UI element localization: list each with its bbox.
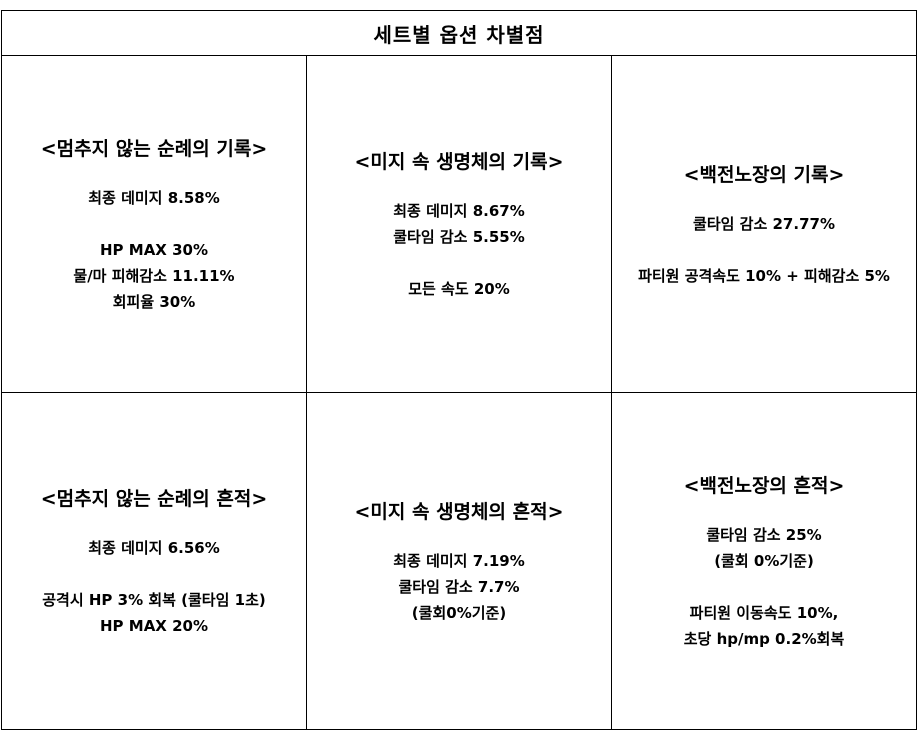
set-name: <멈추지 않는 순례의 흔적>: [40, 487, 268, 510]
option-line: 모든 속도 20%: [408, 279, 510, 298]
option-line: 파티원 이동속도 10%,: [689, 603, 839, 622]
table-title: 세트별 옵션 차별점: [0, 10, 918, 56]
set-cell: <백전노장의 흔적> 쿨타임 감소 25% (쿨회 0%기준) 파티원 이동속도 10…: [610, 392, 918, 730]
option-line: 쿨타임 감소 25%: [706, 525, 822, 544]
option-line: 쿨타임 감소 7.7%: [398, 577, 520, 596]
group-spacer: [2, 211, 306, 237]
set-name: <미지 속 생명체의 기록>: [354, 150, 564, 173]
set-name: <백전노장의 기록>: [683, 163, 845, 186]
group-spacer: [307, 250, 611, 276]
option-line: 쿨타임 감소 5.55%: [393, 227, 525, 246]
option-line: 파티원 공격속도 10% + 피해감소 5%: [638, 266, 890, 285]
set-cell: <미지 속 생명체의 기록> 최종 데미지 8.67% 쿨타임 감소 5.55% 모든…: [306, 55, 612, 393]
set-cell: <백전노장의 기록> 쿨타임 감소 27.77% 파티원 공격속도 10% + 피해…: [610, 55, 918, 393]
option-line: 공격시 HP 3% 회복 (쿨타임 1초): [42, 590, 266, 609]
option-line: 쿨타임 감소 27.77%: [693, 214, 835, 233]
set-name: <멈추지 않는 순례의 기록>: [40, 137, 268, 160]
option-line: 회피율 30%: [112, 292, 196, 311]
group-spacer: [612, 237, 916, 263]
option-line: HP MAX 20%: [100, 616, 208, 635]
option-line: 최종 데미지 7.19%: [393, 551, 525, 570]
option-line: 최종 데미지 6.56%: [88, 538, 220, 557]
option-line: 최종 데미지 8.58%: [88, 188, 220, 207]
option-line: (쿨회0%기준): [411, 603, 507, 622]
option-line: 물/마 피해감소 11.11%: [73, 266, 235, 285]
option-line: 최종 데미지 8.67%: [393, 201, 525, 220]
set-cell: <미지 속 생명체의 흔적> 최종 데미지 7.19% 쿨타임 감소 7.7% (쿨회…: [306, 392, 612, 730]
option-line: (쿨회 0%기준): [714, 551, 814, 570]
option-line: 초당 hp/mp 0.2%회복: [683, 629, 845, 648]
set-name: <미지 속 생명체의 흔적>: [354, 500, 564, 523]
set-cell: <멈추지 않는 순례의 기록> 최종 데미지 8.58% HP MAX 30% 물/마…: [1, 55, 307, 393]
set-name: <백전노장의 흔적>: [683, 474, 845, 497]
group-spacer: [612, 574, 916, 600]
set-options-table: 세트별 옵션 차별점 <멈추지 않는 순례의 기록> 최종 데미지 8.58% HP…: [0, 10, 918, 730]
set-cell: <멈추지 않는 순례의 흔적> 최종 데미지 6.56% 공격시 HP 3% 회복 …: [1, 392, 307, 730]
option-line: HP MAX 30%: [100, 240, 208, 259]
group-spacer: [2, 561, 306, 587]
